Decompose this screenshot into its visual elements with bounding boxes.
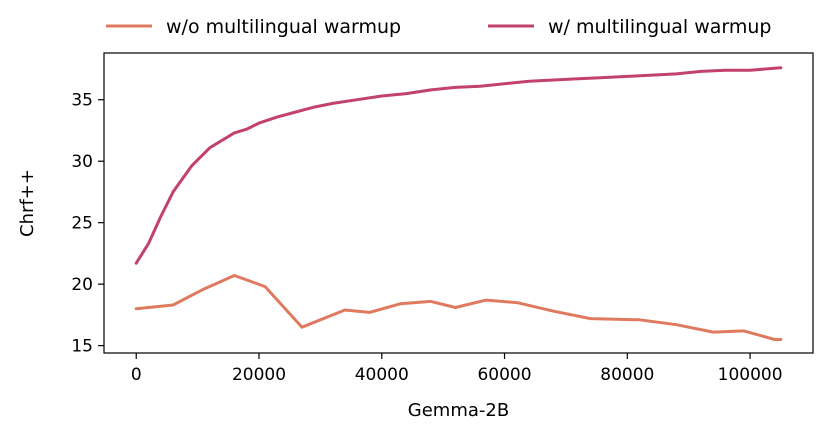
- legend-label-2: w/ multilingual warmup: [548, 16, 771, 38]
- x-tick-label: 100000: [718, 365, 783, 385]
- series-line-2: [134, 66, 783, 265]
- legend: w/o multilingual warmup w/ multilingual w…: [106, 16, 771, 38]
- y-tick-label: 35: [71, 91, 93, 111]
- y-axis: 15 20 25 30 35: [71, 91, 104, 357]
- y-tick-label: 15: [71, 337, 93, 357]
- legend-label-1: w/o multilingual warmup: [166, 16, 401, 38]
- x-tick-label: 40000: [355, 365, 409, 385]
- x-tick-label: 80000: [600, 365, 654, 385]
- x-axis: 0 20000 40000 60000 80000 100000: [131, 353, 783, 385]
- series-line-1: [134, 274, 783, 341]
- y-tick-label: 25: [71, 214, 93, 234]
- y-axis-title: Chrf++: [17, 169, 38, 237]
- x-tick-label: 20000: [232, 365, 286, 385]
- y-tick-label: 20: [71, 275, 93, 295]
- x-axis-title: Gemma-2B: [408, 400, 509, 421]
- y-tick-label: 30: [71, 152, 93, 172]
- x-tick-label: 60000: [477, 365, 531, 385]
- series-layer: [134, 66, 783, 341]
- plot-frame: [103, 52, 814, 354]
- x-tick-label: 0: [131, 365, 142, 385]
